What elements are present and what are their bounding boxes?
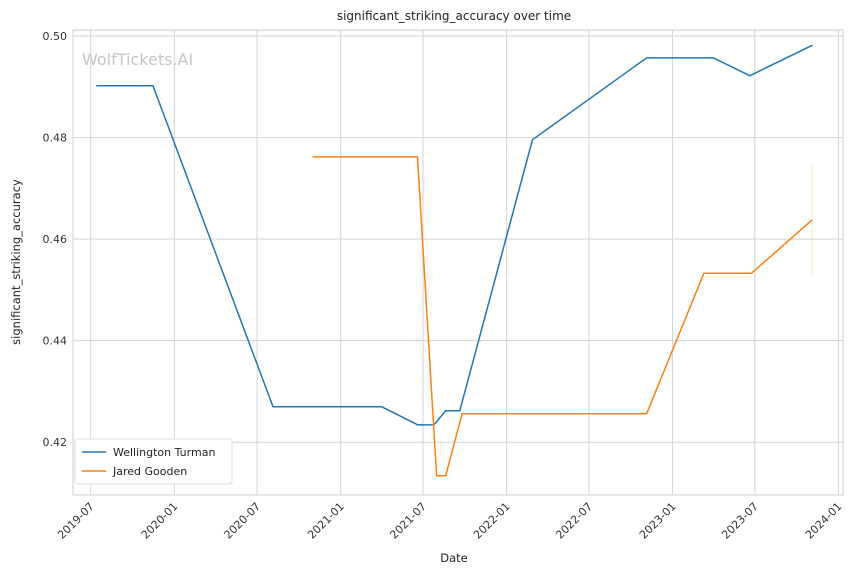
chart-title: significant_striking_accuracy over time bbox=[337, 9, 571, 23]
legend-box bbox=[74, 438, 233, 485]
y-tick-labels: 0.42 0.44 0.46 0.48 0.50 bbox=[43, 30, 68, 449]
series-layer bbox=[96, 44, 813, 477]
legend-label-jared-gooden: Jared Gooden bbox=[112, 465, 187, 478]
x-tick-label: 2021-01 bbox=[305, 500, 347, 542]
x-tick-label: 2022-07 bbox=[553, 500, 595, 542]
x-tick-label: 2020-07 bbox=[222, 500, 264, 542]
legend: Wellington Turman Jared Gooden bbox=[74, 438, 233, 485]
plot-area bbox=[72, 29, 844, 496]
y-tick-label: 0.42 bbox=[43, 436, 68, 449]
x-tick-label: 2022-01 bbox=[471, 500, 513, 542]
x-tick-label: 2021-07 bbox=[387, 500, 429, 542]
y-tick-label: 0.48 bbox=[43, 132, 68, 145]
x-tick-label: 2023-01 bbox=[637, 500, 679, 542]
x-tick-label: 2019-07 bbox=[55, 500, 97, 542]
y-tick-label: 0.44 bbox=[43, 335, 68, 348]
y-tick-label: 0.46 bbox=[43, 233, 68, 246]
y-axis-title: significant_striking_accuracy bbox=[9, 179, 23, 345]
series-line-jared-gooden bbox=[312, 156, 813, 477]
y-tick-label: 0.50 bbox=[43, 30, 68, 43]
x-tick-labels: 2019-07 2020-01 2020-07 2021-01 2021-07 2022-… bbox=[55, 500, 844, 542]
x-tick-label: 2020-01 bbox=[139, 500, 181, 542]
x-gridlines bbox=[90, 30, 839, 495]
watermark: WolfTickets.AI bbox=[82, 50, 193, 69]
x-axis-title: Date bbox=[440, 551, 468, 565]
x-tick-label: 2023-07 bbox=[719, 500, 761, 542]
x-tick-label: 2024-01 bbox=[803, 500, 845, 542]
legend-label-wellington-turman: Wellington Turman bbox=[113, 446, 215, 459]
series-line-wellington-turman bbox=[96, 44, 813, 426]
